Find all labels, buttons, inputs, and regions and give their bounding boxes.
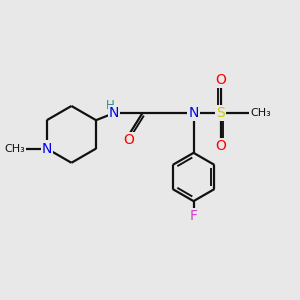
Text: S: S — [216, 106, 225, 120]
Text: O: O — [215, 139, 226, 153]
Text: N: N — [109, 106, 119, 120]
Text: O: O — [123, 133, 134, 147]
Text: O: O — [215, 73, 226, 87]
Text: CH₃: CH₃ — [250, 108, 271, 118]
Text: CH₃: CH₃ — [4, 144, 25, 154]
Text: N: N — [188, 106, 199, 120]
Text: F: F — [190, 209, 198, 223]
Text: H: H — [106, 100, 115, 112]
Text: N: N — [42, 142, 52, 156]
